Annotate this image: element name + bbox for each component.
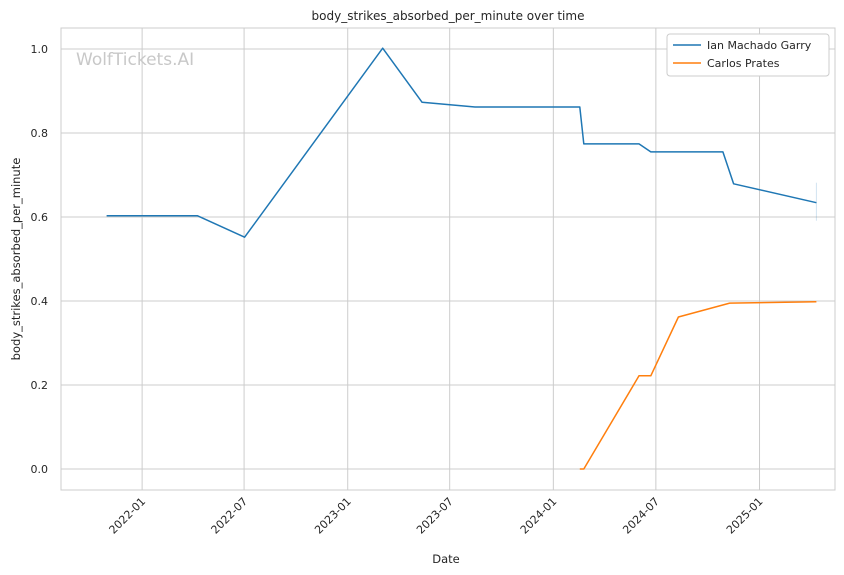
watermark: WolfTickets.AI bbox=[76, 50, 194, 70]
series-lines bbox=[106, 47, 817, 470]
series-line-ian-machado-garry bbox=[106, 47, 817, 238]
legend-entry-carlos-prates: Carlos Prates bbox=[707, 57, 780, 70]
legend: Ian Machado Garry Carlos Prates bbox=[666, 33, 830, 77]
x-tick-label: 2024-01 bbox=[518, 495, 560, 537]
y-tick-label: 0.8 bbox=[31, 127, 49, 140]
y-tick-label: 1.0 bbox=[31, 43, 49, 56]
x-tick-label: 2025-01 bbox=[724, 495, 766, 537]
x-tick-label: 2023-07 bbox=[414, 495, 456, 537]
y-tick-label: 0.6 bbox=[31, 211, 49, 224]
x-tick-label: 2022-07 bbox=[209, 495, 251, 537]
legend-box bbox=[666, 33, 830, 77]
x-tick-label: 2022-01 bbox=[107, 495, 149, 537]
x-axis-label: Date bbox=[432, 552, 460, 566]
y-tick-label: 0.0 bbox=[31, 463, 49, 476]
y-axis-label: body_strikes_absorbed_per_minute bbox=[9, 158, 23, 361]
y-axis-ticks: 0.0 0.2 0.4 0.6 0.8 1.0 bbox=[31, 43, 49, 476]
chart-title: body_strikes_absorbed_per_minute over ti… bbox=[312, 9, 585, 23]
x-axis-ticks: 2022-01 2022-07 2023-01 2023-07 2024-01 2024-… bbox=[107, 495, 766, 537]
y-tick-label: 0.2 bbox=[31, 379, 49, 392]
plot-area bbox=[60, 27, 836, 491]
x-tick-label: 2023-01 bbox=[312, 495, 354, 537]
x-tick-label: 2024-07 bbox=[620, 495, 662, 537]
series-line-carlos-prates bbox=[579, 301, 817, 470]
y-tick-label: 0.4 bbox=[31, 295, 49, 308]
grid bbox=[61, 28, 835, 490]
legend-entry-ian-machado-garry: Ian Machado Garry bbox=[707, 39, 812, 52]
